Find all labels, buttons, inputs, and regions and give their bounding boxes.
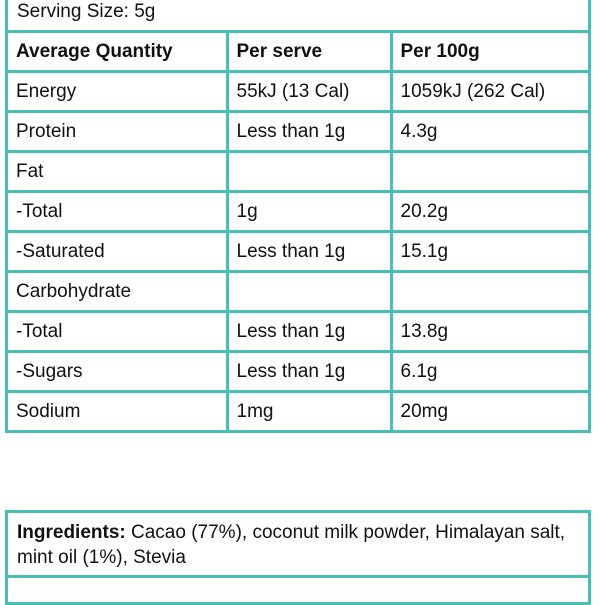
- table-row: -Total 1g 20.2g: [8, 190, 588, 233]
- per-100g-value: 13.8g: [389, 310, 588, 353]
- ingredients-text: Ingredients: Cacao (77%), coconut milk p…: [8, 513, 588, 578]
- per-100g-value: 4.3g: [389, 110, 588, 153]
- per-serve-value: 1mg: [225, 390, 393, 430]
- serving-size: Serving Size: 5g: [8, 0, 588, 33]
- per-100g-value: 15.1g: [389, 230, 588, 273]
- per-100g-value: [389, 270, 588, 313]
- per-100g-value: 20.2g: [389, 190, 588, 233]
- per-100g-value: [389, 150, 588, 193]
- per-serve-value: [225, 150, 393, 193]
- per-100g-value: 6.1g: [389, 350, 588, 393]
- column-header-per-100g: Per 100g: [389, 33, 588, 73]
- table-row: Energy 55kJ (13 Cal) 1059kJ (262 Cal): [8, 70, 588, 113]
- nutrient-name: Protein: [8, 110, 229, 153]
- per-serve-value: [225, 270, 393, 313]
- nutrition-table: Average Quantity Per serve Per 100g Ener…: [8, 33, 588, 430]
- nutrition-panel: Serving Size: 5g Average Quantity Per se…: [5, 0, 591, 433]
- per-100g-value: 1059kJ (262 Cal): [389, 70, 588, 113]
- per-serve-value: 55kJ (13 Cal): [225, 70, 393, 113]
- ingredients-label: Ingredients:: [17, 522, 126, 543]
- table-row: Sodium 1mg 20mg: [8, 390, 588, 430]
- nutrient-name: -Saturated: [8, 230, 229, 273]
- column-header-average-quantity: Average Quantity: [8, 33, 229, 73]
- column-header-per-serve: Per serve: [225, 33, 393, 73]
- per-serve-value: 1g: [225, 190, 393, 233]
- nutrient-name: Fat: [8, 150, 229, 193]
- table-row: Carbohydrate: [8, 270, 588, 313]
- nutrient-name: -Total: [8, 310, 229, 353]
- per-serve-value: Less than 1g: [225, 110, 393, 153]
- per-serve-value: Less than 1g: [225, 230, 393, 273]
- nutrient-name: Carbohydrate: [8, 270, 229, 313]
- table-row: -Saturated Less than 1g 15.1g: [8, 230, 588, 273]
- nutrient-name: -Total: [8, 190, 229, 233]
- nutrient-name: Energy: [8, 70, 229, 113]
- nutrient-name: Sodium: [8, 390, 229, 430]
- table-row: Protein Less than 1g 4.3g: [8, 110, 588, 153]
- per-serve-value: Less than 1g: [225, 310, 393, 353]
- per-serve-value: Less than 1g: [225, 350, 393, 393]
- per-100g-value: 20mg: [389, 390, 588, 430]
- table-row: Fat: [8, 150, 588, 193]
- table-row: -Total Less than 1g 13.8g: [8, 310, 588, 353]
- table-row: -Sugars Less than 1g 6.1g: [8, 350, 588, 393]
- ingredients-panel: Ingredients: Cacao (77%), coconut milk p…: [5, 510, 591, 605]
- ingredients-list: Cacao (77%), coconut milk powder, Himala…: [17, 522, 566, 568]
- nutrient-name: -Sugars: [8, 350, 229, 393]
- table-header-row: Average Quantity Per serve Per 100g: [8, 33, 588, 73]
